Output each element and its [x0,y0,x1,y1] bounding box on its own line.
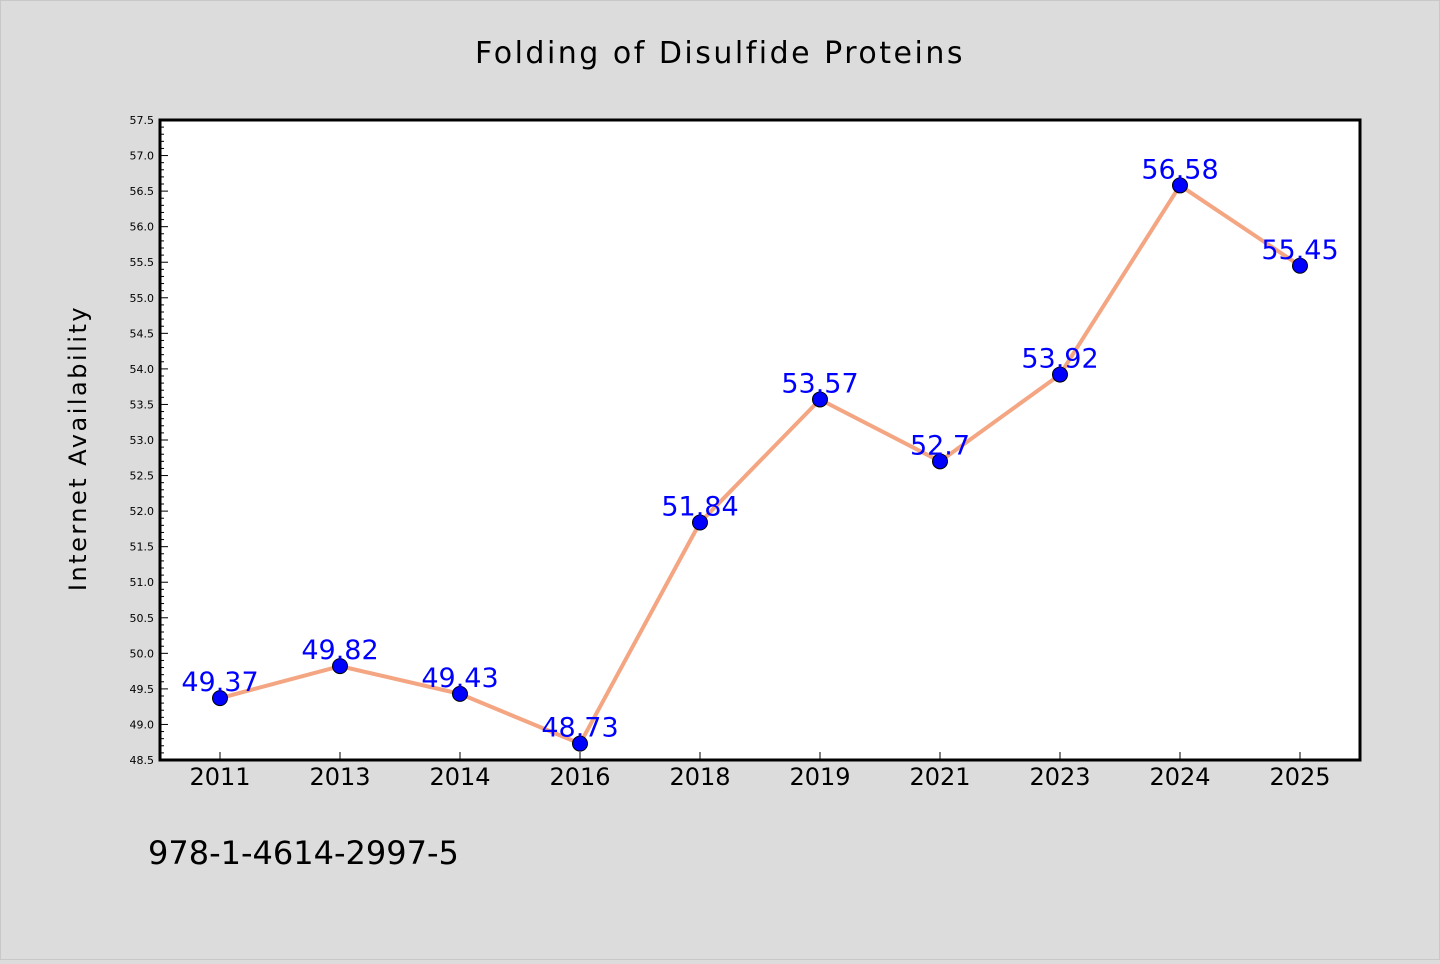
y-tick-label: 57.5 [130,114,155,127]
y-tick-label: 50.5 [130,612,155,625]
x-tick-label: 2024 [1149,763,1210,791]
data-label: 48.73 [541,713,618,744]
y-tick-label: 52.0 [130,505,155,518]
data-label: 52.7 [910,430,970,461]
data-label: 56.58 [1141,154,1218,185]
data-label: 55.45 [1261,235,1338,266]
data-point [812,391,828,408]
x-tick-label: 2016 [549,763,610,791]
x-tick-label: 2019 [789,763,850,791]
data-label: 49.43 [421,663,498,694]
y-tick-label: 51.5 [130,541,155,554]
data-point [212,690,228,707]
y-tick-label: 53.0 [130,434,155,447]
y-tick-label: 51.0 [130,576,155,589]
x-tick-label: 2021 [909,763,970,791]
x-tick-label: 2011 [189,763,250,791]
data-point [1172,177,1188,194]
series-layer [212,177,1308,752]
data-label: 49.82 [301,635,378,666]
data-point [332,658,348,675]
y-tick-label: 54.5 [130,327,155,340]
chart-title: Folding of Disulfide Proteins [475,36,965,71]
data-label: 53.92 [1021,344,1098,375]
data-label: 53.57 [781,368,858,399]
data-labels: 49.37 49.82 49.43 48.73 51.84 53.57 52.7 53.92 5… [181,154,1338,743]
y-tick-label: 49.5 [130,683,155,696]
data-point [932,453,948,470]
y-tick-label: 56.5 [130,185,155,198]
x-tick-label: 2025 [1269,763,1330,791]
x-tick-label: 2013 [309,763,370,791]
y-tick-label: 56.0 [130,221,155,234]
y-axis-ticks: 48.5 49.0 49.5 50.0 50.5 51.0 51.5 52.0 52.5 53.0… [130,114,168,767]
x-tick-label: 2014 [429,763,490,791]
x-axis-ticks: 2011 2013 2014 2016 2018 2019 2021 2023 2024 2025 [189,752,1331,791]
y-tick-label: 54.0 [130,363,155,376]
y-tick-label: 57.0 [130,150,155,163]
data-point [452,685,468,702]
series-line [218,183,1302,746]
y-tick-label: 52.5 [130,470,155,483]
x-tick-label: 2023 [1029,763,1090,791]
data-label: 51.84 [661,491,738,522]
x-tick-label: 2018 [669,763,730,791]
y-axis-label: Internet Availability [64,305,92,591]
y-tick-label: 55.0 [130,292,155,305]
data-point [572,735,588,752]
y-tick-label: 50.0 [130,647,155,660]
y-tick-label: 49.0 [130,718,155,731]
y-tick-label: 53.5 [130,398,155,411]
data-point [1292,257,1308,274]
data-point [692,514,708,531]
y-tick-label: 48.5 [130,754,155,767]
isbn-annotation: 978-1-4614-2997-5 [148,834,459,872]
plot-area [158,118,1362,762]
y-tick-label: 55.5 [130,256,155,269]
data-point [1052,366,1068,383]
data-label: 49.37 [181,667,258,698]
